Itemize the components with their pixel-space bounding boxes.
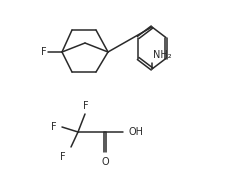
Text: F: F [41, 47, 47, 57]
Text: O: O [101, 157, 108, 167]
Text: OH: OH [128, 127, 143, 137]
Text: F: F [83, 101, 88, 111]
Text: NH₂: NH₂ [152, 50, 171, 60]
Text: F: F [60, 152, 66, 162]
Text: F: F [51, 122, 57, 132]
